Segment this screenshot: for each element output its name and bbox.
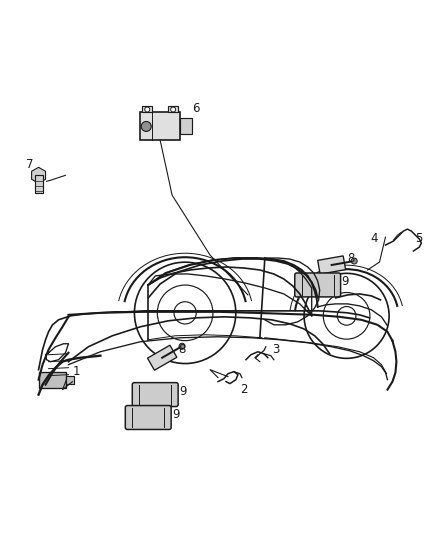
Polygon shape: [32, 167, 46, 183]
Circle shape: [174, 302, 196, 324]
Text: 7: 7: [25, 158, 33, 171]
Text: 5: 5: [415, 232, 423, 245]
Text: 9: 9: [172, 408, 180, 421]
Text: 3: 3: [272, 343, 279, 356]
FancyBboxPatch shape: [295, 273, 341, 297]
Text: 4: 4: [370, 232, 378, 245]
FancyBboxPatch shape: [132, 383, 178, 407]
FancyBboxPatch shape: [125, 406, 171, 430]
Text: 9: 9: [342, 276, 349, 288]
Text: 6: 6: [192, 102, 200, 115]
Text: 8: 8: [348, 252, 355, 264]
Text: 2: 2: [240, 383, 247, 396]
Bar: [140, 112, 180, 140]
Circle shape: [179, 343, 185, 349]
Text: 1: 1: [72, 365, 80, 378]
Circle shape: [145, 107, 150, 112]
Bar: [180, 118, 192, 134]
Bar: [148, 345, 177, 370]
Bar: [168, 106, 178, 112]
Circle shape: [351, 258, 357, 264]
Circle shape: [141, 122, 151, 132]
Text: 8: 8: [178, 343, 186, 356]
Circle shape: [337, 306, 356, 325]
Bar: [35, 175, 42, 193]
Bar: [142, 106, 152, 112]
Bar: [67, 376, 74, 384]
Circle shape: [171, 107, 176, 112]
Bar: [39, 372, 67, 387]
Text: 9: 9: [179, 385, 187, 398]
Bar: [318, 256, 346, 274]
